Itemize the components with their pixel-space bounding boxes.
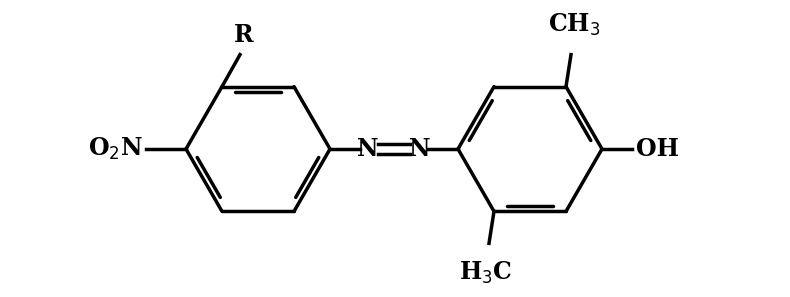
Text: CH$_3$: CH$_3$ [547, 12, 600, 38]
Text: H$_3$C: H$_3$C [459, 260, 513, 286]
Text: OH: OH [636, 137, 679, 161]
Text: O$_2$N: O$_2$N [88, 136, 143, 162]
Text: N: N [357, 137, 379, 161]
Text: R: R [234, 23, 254, 47]
Text: N: N [409, 137, 431, 161]
